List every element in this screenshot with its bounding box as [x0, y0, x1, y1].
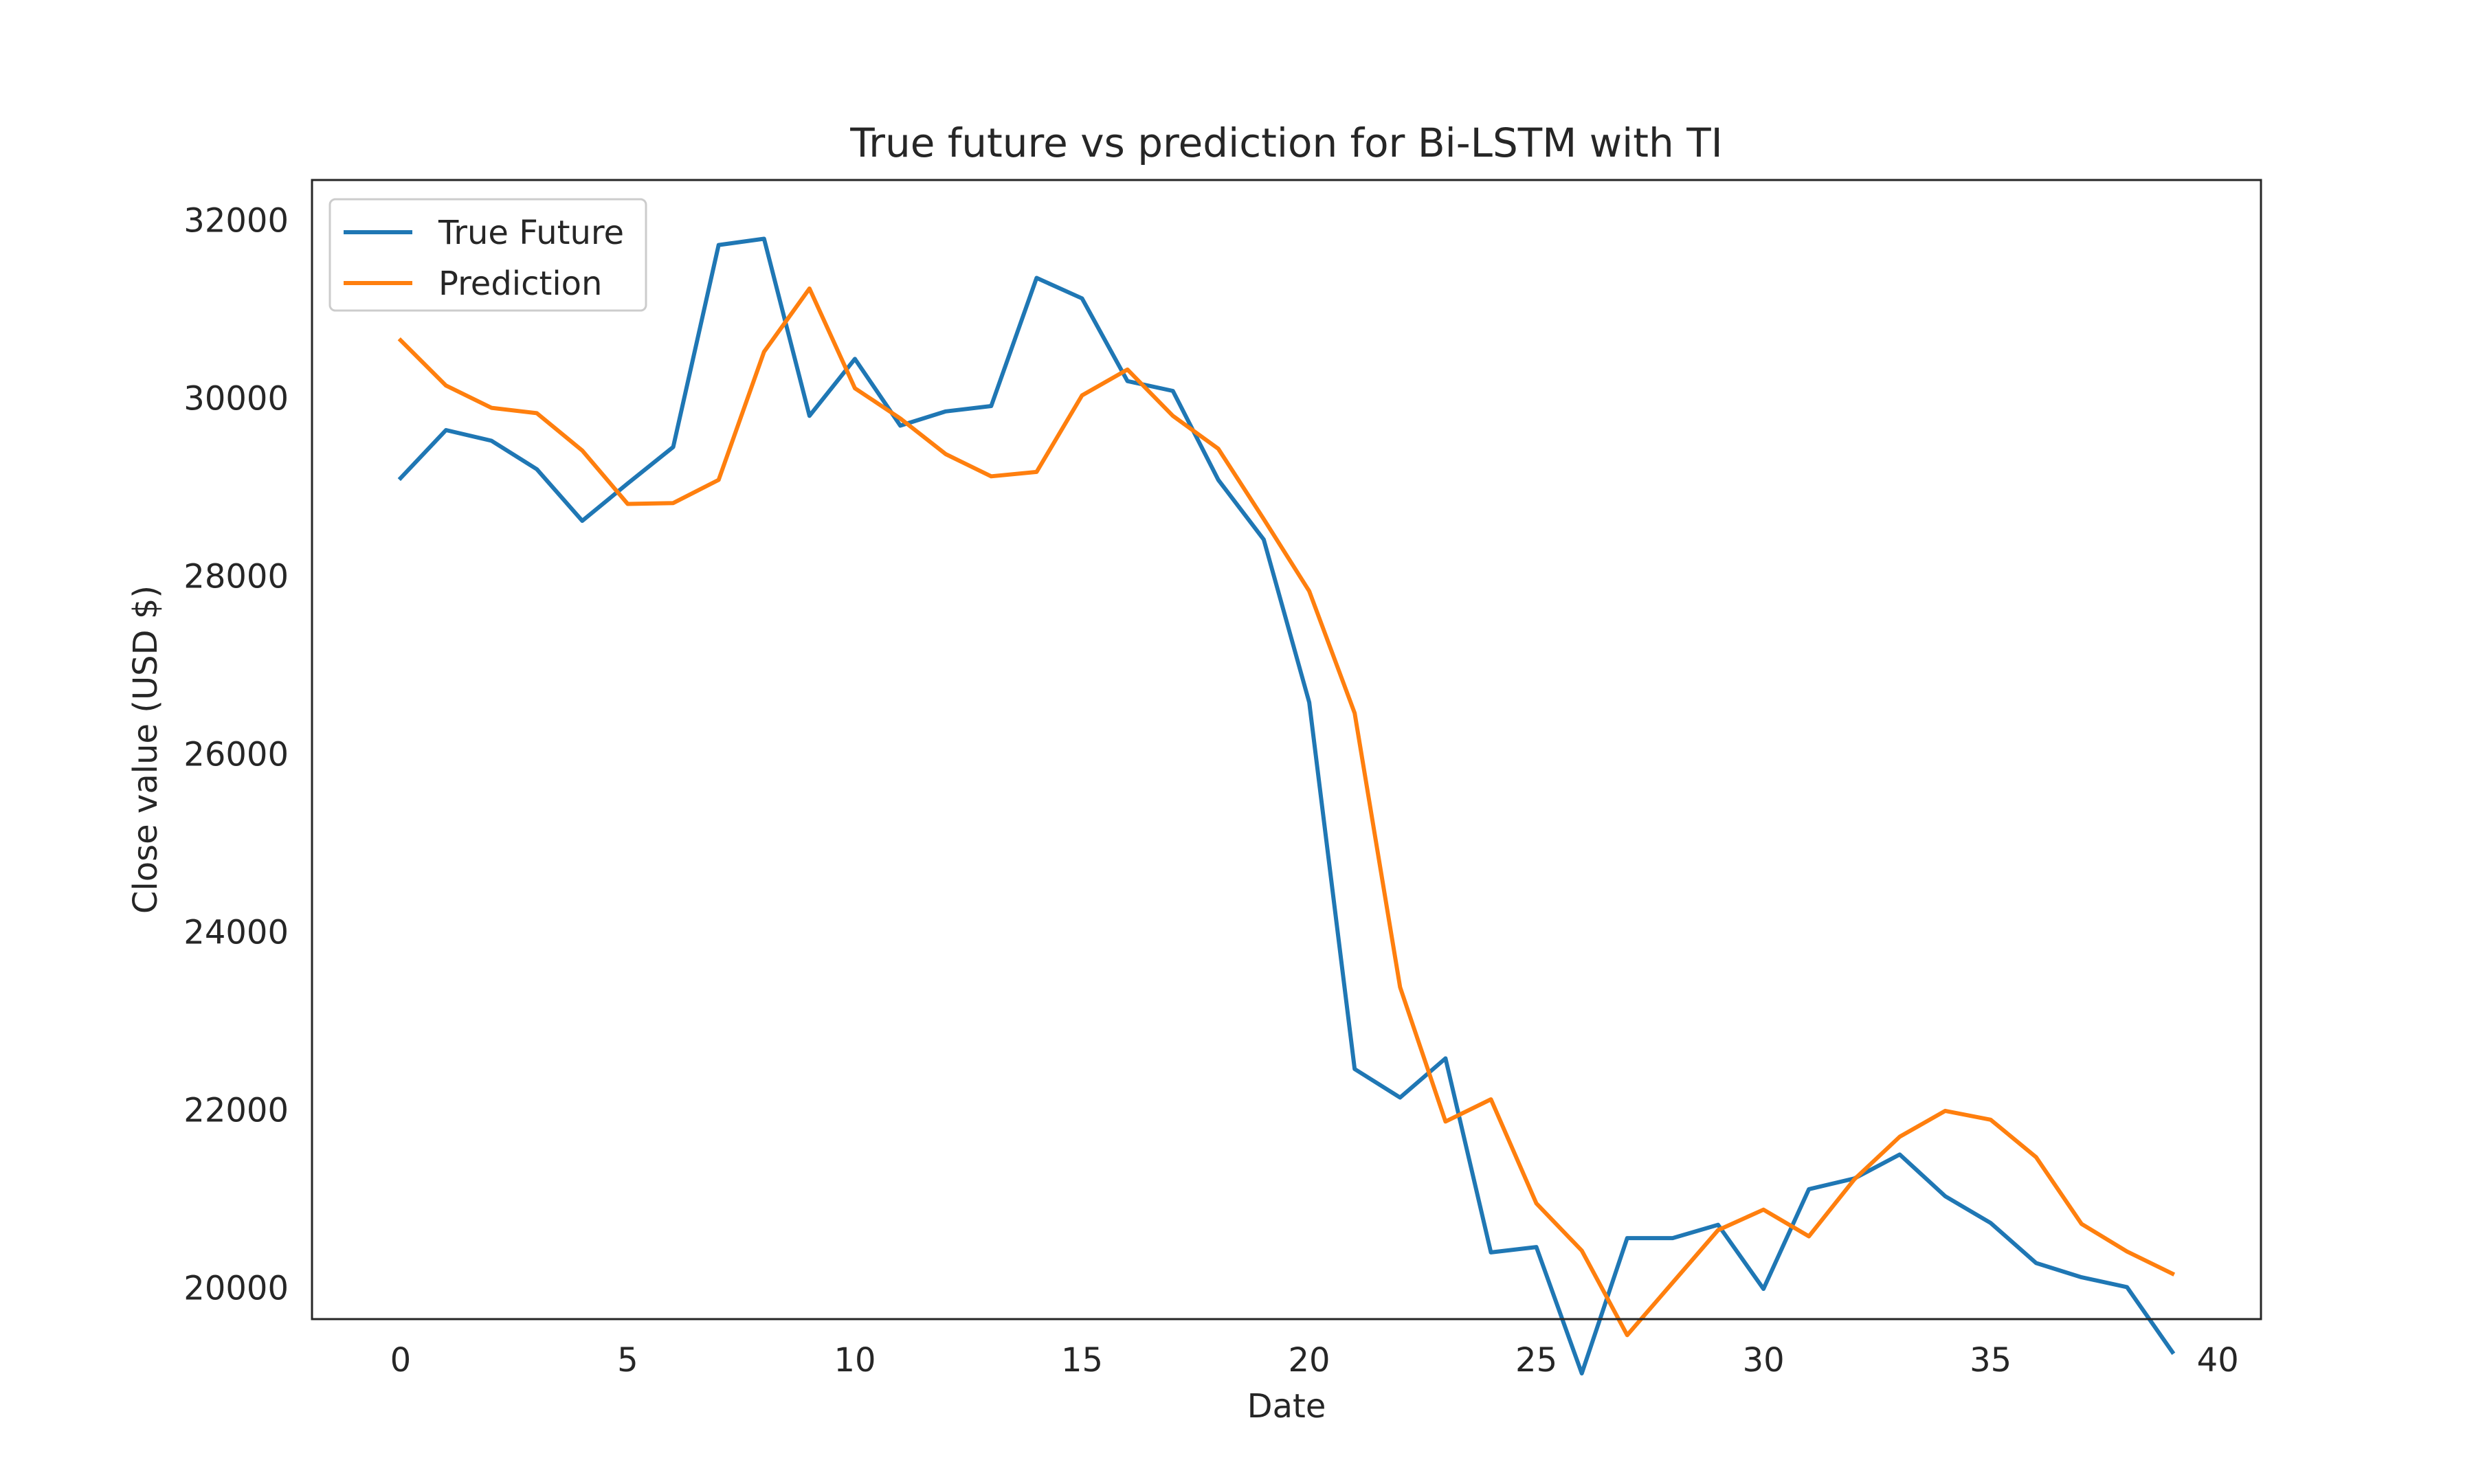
x-tick-label: 5	[617, 1341, 638, 1380]
x-tick-label: 20	[1289, 1341, 1330, 1380]
plot-area-frame	[311, 179, 2262, 1320]
legend: True Future Prediction	[328, 198, 647, 312]
series-line-true-future	[397, 236, 2176, 1375]
y-tick-label: 32000	[183, 201, 289, 240]
y-tick-label: 30000	[183, 379, 289, 418]
series-line-prediction	[397, 286, 2176, 1338]
legend-label-prediction: Prediction	[438, 265, 602, 303]
series-layer	[397, 236, 2176, 1375]
y-axis-ticks: 20000 22000 24000 26000 28000 30000 32000	[183, 201, 289, 1307]
y-tick-label: 26000	[183, 735, 289, 774]
y-tick-label: 20000	[183, 1270, 289, 1308]
y-tick-label: 24000	[183, 914, 289, 952]
x-tick-label: 35	[1970, 1341, 2011, 1380]
y-tick-label: 28000	[183, 557, 289, 596]
x-tick-label: 15	[1061, 1341, 1103, 1380]
x-axis-ticks: 0 5 10 15 20 25 30 35 40	[390, 1341, 2239, 1380]
x-tick-label: 30	[1743, 1341, 1785, 1380]
x-tick-label: 40	[2197, 1341, 2239, 1380]
y-axis-label: Close value (USD $)	[126, 585, 165, 914]
x-tick-label: 10	[834, 1341, 876, 1380]
x-axis-label: Date	[1247, 1387, 1326, 1426]
y-tick-label: 22000	[183, 1092, 289, 1130]
x-tick-label: 0	[390, 1341, 412, 1380]
legend-label-true-future: True Future	[438, 214, 624, 252]
chart-title: True future vs prediction for Bi-LSTM wi…	[849, 120, 1723, 166]
x-tick-label: 25	[1515, 1341, 1557, 1380]
